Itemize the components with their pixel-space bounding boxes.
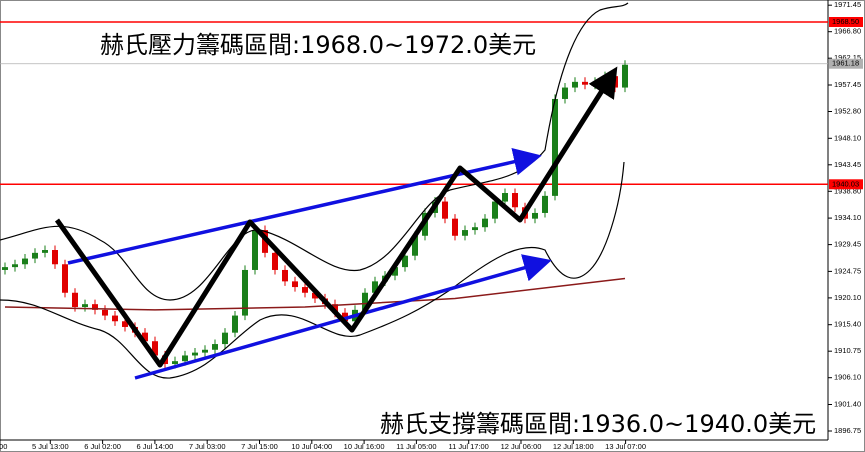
candle-body xyxy=(412,235,418,256)
x-tick-label: 11 Jul 05:00 xyxy=(396,442,436,451)
candle-body xyxy=(22,258,28,265)
candle-body xyxy=(592,81,598,85)
candle-body xyxy=(472,227,478,231)
moving-average xyxy=(4,277,626,311)
candle-body xyxy=(362,292,368,310)
zigzag-arrow xyxy=(54,66,618,368)
price-tag xyxy=(829,179,863,190)
candle-body xyxy=(52,250,58,265)
y-tick-label: 1924.75 xyxy=(834,266,861,275)
x-tick-label: 7 Jul 03:00 xyxy=(189,442,226,451)
candle-body xyxy=(452,218,458,236)
candle-body xyxy=(232,315,238,333)
x-tick-label: 6 Jul 14:00 xyxy=(137,442,174,451)
x-tick-label: 6 Jul 02:00 xyxy=(84,442,121,451)
candle-body xyxy=(302,287,308,293)
x-tick-label: 10 Jul 16:00 xyxy=(344,442,385,451)
y-tick-label: 1929.45 xyxy=(834,240,861,249)
candle-body xyxy=(532,212,538,219)
candle-body xyxy=(582,81,588,85)
candle-body xyxy=(542,195,548,213)
y-tick-label: 1962.15 xyxy=(834,53,861,62)
candle-body xyxy=(82,304,88,308)
candle-body xyxy=(502,193,508,202)
candle-body xyxy=(392,267,398,276)
candle-body xyxy=(292,281,298,288)
y-tick-label: 1920.10 xyxy=(834,293,861,302)
candle-body xyxy=(242,269,248,316)
candle-body xyxy=(152,341,158,356)
candle-body xyxy=(62,264,68,293)
candle-body xyxy=(222,332,228,345)
x-tick-label: 10 Jul 04:00 xyxy=(291,442,332,451)
candle-body xyxy=(212,344,218,350)
y-tick-label: 1896.75 xyxy=(834,426,861,435)
y-tick-label: 1906.10 xyxy=(834,373,861,382)
y-tick-label: 1901.40 xyxy=(834,399,861,408)
candle-body xyxy=(312,292,318,299)
candle-body xyxy=(142,332,148,342)
y-tick-label: 1915.40 xyxy=(834,320,861,329)
candle-body xyxy=(92,304,98,310)
candle-body xyxy=(492,201,498,219)
candle-body xyxy=(512,193,518,208)
candle-body xyxy=(172,361,178,365)
candle-body xyxy=(102,309,108,316)
y-tick-label: 1957.45 xyxy=(834,80,861,89)
candle-body xyxy=(42,250,48,253)
price-tag-label: 1968.50 xyxy=(832,17,859,26)
y-tick-label: 1943.45 xyxy=(834,160,861,169)
x-tick-label: 12 Jul 18:00 xyxy=(553,442,594,451)
y-tick-label: 1966.80 xyxy=(834,27,861,36)
candle-body xyxy=(72,292,78,308)
candle-body xyxy=(112,315,118,322)
candle-body xyxy=(12,264,18,268)
support-note: 赫氏支撐籌碼區間:1936.0~1940.0美元 xyxy=(380,410,816,438)
bollinger-upper xyxy=(0,2,629,301)
candle-body xyxy=(2,267,8,270)
candle-body xyxy=(372,281,378,293)
y-tick-label: 1910.75 xyxy=(834,346,861,355)
candle-body xyxy=(32,252,38,259)
price-tag-label: 1940.03 xyxy=(832,179,859,188)
x-tick-label: 01:00 xyxy=(0,442,7,451)
x-tick-label: 12 Jul 06:00 xyxy=(501,442,542,451)
candle-body xyxy=(562,87,568,99)
candle-body xyxy=(192,352,198,356)
y-tick-label: 1948.10 xyxy=(834,133,861,142)
candle-body xyxy=(462,230,468,236)
candle-body xyxy=(622,64,628,88)
candle-body xyxy=(572,81,578,88)
y-tick-label: 1971.45 xyxy=(834,0,861,9)
candle-body xyxy=(282,269,288,282)
x-tick-label: 7 Jul 15:00 xyxy=(241,442,278,451)
price-tag-label: 1961.18 xyxy=(832,59,859,68)
candle-body xyxy=(202,349,208,353)
price-tag xyxy=(829,17,863,28)
x-tick-label: 11 Jul 17:00 xyxy=(449,442,489,451)
y-tick-label: 1952.80 xyxy=(834,106,861,115)
candle-body xyxy=(182,355,188,362)
candle-body xyxy=(122,321,128,327)
price-tag xyxy=(829,58,863,69)
x-tick-label: 5 Jul 13:00 xyxy=(32,442,69,451)
bollinger-lower xyxy=(0,161,625,379)
y-tick-label: 1934.10 xyxy=(834,213,861,222)
candle-body xyxy=(482,218,488,228)
candle-body xyxy=(252,230,258,270)
candle-body xyxy=(442,201,448,219)
x-tick-label: 13 Jul 07:00 xyxy=(605,442,646,451)
y-tick-label: 1938.80 xyxy=(834,186,861,195)
candle-body xyxy=(272,252,278,270)
candle-body xyxy=(402,255,408,268)
candle-body xyxy=(552,98,558,196)
resistance-note: 赫氏壓力籌碼區間:1968.0~1972.0美元 xyxy=(100,31,536,59)
